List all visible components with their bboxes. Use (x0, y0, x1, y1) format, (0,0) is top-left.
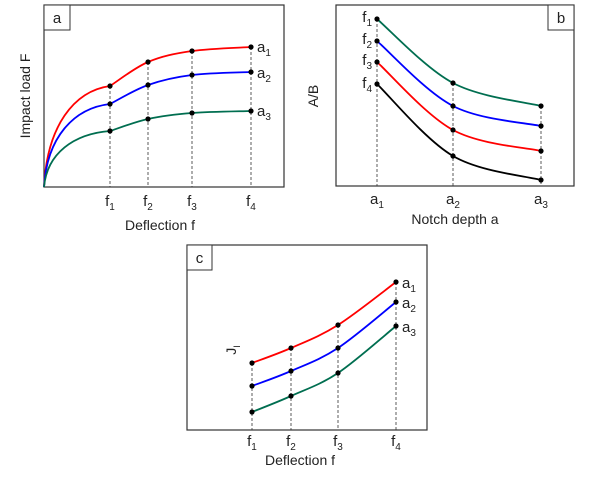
panel-a: a f1 f2 f3 f4 a1 a2 a3 Deflection f Impact load F (17, 4, 285, 233)
data-point (189, 110, 195, 116)
series-label: a2 (402, 295, 416, 315)
data-point (249, 409, 255, 415)
plot-frame (335, 4, 575, 187)
y-axis-label: JI (223, 345, 242, 355)
plot-frame (43, 4, 285, 188)
data-point (107, 83, 113, 89)
data-point (450, 80, 456, 86)
data-point (189, 48, 195, 54)
data-point (393, 323, 399, 329)
series-label: a2 (257, 65, 271, 85)
series-curve-2 (251, 301, 397, 387)
data-point (538, 103, 544, 109)
data-point (374, 38, 380, 44)
series-curve-2 (43, 71, 252, 188)
y-axis-label: Impact load F (17, 54, 33, 139)
y-axis-label: A/B (305, 85, 321, 108)
data-point (450, 103, 456, 109)
series-curve-1 (376, 18, 542, 107)
data-point (249, 383, 255, 389)
series-label: f3 (362, 52, 372, 72)
data-point (248, 44, 254, 50)
data-point (248, 108, 254, 114)
data-point (450, 153, 456, 159)
data-point (288, 393, 294, 399)
data-point (335, 370, 341, 376)
x-tick-label: f4 (246, 193, 256, 213)
series-label: a1 (257, 39, 271, 59)
panel-label-box (186, 244, 213, 271)
x-tick-label: f4 (391, 433, 401, 453)
data-point (538, 177, 544, 183)
x-tick-label: f3 (333, 433, 343, 453)
panel-label-box (43, 4, 71, 31)
series-label: a3 (257, 103, 271, 123)
series-curve-3 (43, 110, 252, 188)
panel-label: b (557, 10, 565, 27)
svg-text:JI: JI (223, 345, 242, 355)
x-tick-label: f3 (187, 193, 197, 213)
series-curve-3 (251, 325, 397, 413)
data-point (538, 148, 544, 154)
data-point (374, 16, 380, 22)
data-point (393, 299, 399, 305)
data-point (335, 345, 341, 351)
data-point (374, 81, 380, 87)
panel-label: c (196, 250, 204, 267)
data-point (248, 69, 254, 75)
data-point (374, 59, 380, 65)
data-point (450, 127, 456, 133)
x-axis-label: Deflection f (125, 217, 195, 233)
x-tick-label: f2 (286, 433, 296, 453)
data-point (107, 128, 113, 134)
x-axis-label: Notch depth a (411, 211, 498, 227)
series-curve-2 (376, 40, 542, 127)
data-point (145, 82, 151, 88)
x-tick-label: f1 (105, 193, 115, 213)
series-label: a3 (402, 319, 416, 339)
series-label: f2 (362, 31, 372, 51)
x-tick-label: a2 (446, 191, 460, 211)
series-curve-1 (43, 46, 252, 188)
panel-label-box (547, 4, 575, 31)
data-point (107, 101, 113, 107)
data-point (189, 72, 195, 78)
x-axis-label: Deflection f (265, 452, 335, 468)
x-tick-label: a1 (370, 191, 384, 211)
data-point (145, 116, 151, 122)
series-curve-3 (376, 61, 542, 152)
x-tick-label: f1 (247, 433, 257, 453)
data-point (393, 279, 399, 285)
data-point (145, 59, 151, 65)
x-tick-label: a3 (534, 191, 548, 211)
plot-frame (186, 244, 428, 431)
data-point (249, 360, 255, 366)
series-label: f1 (362, 9, 372, 29)
data-point (288, 368, 294, 374)
series-curve-1 (251, 281, 397, 364)
data-point (288, 345, 294, 351)
data-point (538, 123, 544, 129)
series-label: a1 (402, 275, 416, 295)
series-label: f4 (362, 75, 372, 95)
data-point (335, 322, 341, 328)
panel-label: a (53, 10, 62, 27)
x-tick-label: f2 (143, 193, 153, 213)
